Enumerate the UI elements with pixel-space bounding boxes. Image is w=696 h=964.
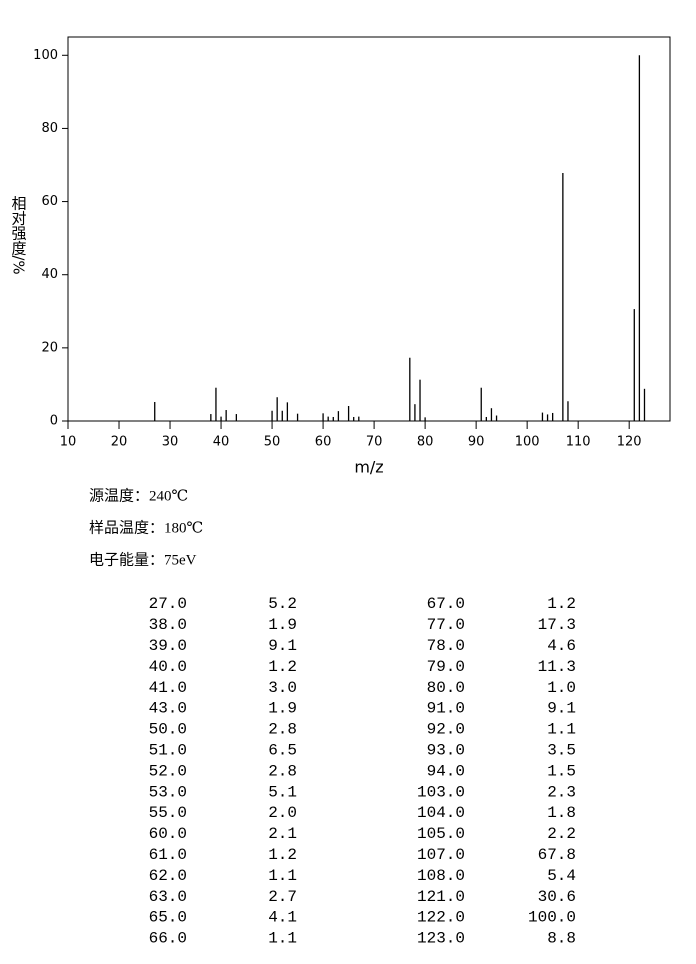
x-tick-label: 20: [111, 435, 128, 450]
table-cell: 1.1: [268, 867, 297, 885]
table-cell: 6.5: [268, 742, 297, 760]
table-cell: 78.0: [427, 637, 465, 655]
y-axis-label: 相对强度/%: [10, 195, 28, 274]
table-cell: 62.0: [149, 867, 187, 885]
table-cell: 2.7: [268, 888, 297, 906]
table-cell: 1.2: [268, 658, 297, 676]
table-cell: 4.1: [268, 909, 297, 927]
x-tick-label: 100: [515, 435, 540, 450]
table-cell: 40.0: [149, 658, 187, 676]
table-cell: 122.0: [417, 909, 465, 927]
table-cell: 5.1: [268, 783, 297, 801]
table-cell: 51.0: [149, 742, 187, 760]
y-tick-label: 60: [41, 194, 58, 209]
y-tick-label: 20: [41, 340, 58, 355]
table-cell: 1.1: [268, 930, 297, 948]
x-tick-label: 110: [566, 435, 591, 450]
x-tick-label: 70: [366, 435, 383, 450]
table-cell: 11.3: [538, 658, 576, 676]
table-cell: 1.8: [547, 804, 576, 822]
info-line: 电子能量：75eV: [89, 551, 197, 568]
table-cell: 2.8: [268, 721, 297, 739]
table-cell: 65.0: [149, 909, 187, 927]
info-line: 源温度：240℃: [89, 487, 188, 504]
table-cell: 38.0: [149, 616, 187, 634]
table-cell: 1.2: [547, 595, 576, 613]
table-cell: 60.0: [149, 825, 187, 843]
table-cell: 5.4: [547, 867, 576, 885]
x-axis-label: m/z: [354, 458, 383, 477]
table-cell: 2.0: [268, 804, 297, 822]
table-cell: 94.0: [427, 762, 465, 780]
table-cell: 103.0: [417, 783, 465, 801]
table-cell: 66.0: [149, 930, 187, 948]
table-cell: 93.0: [427, 742, 465, 760]
x-tick-label: 30: [162, 435, 179, 450]
table-cell: 100.0: [528, 909, 576, 927]
table-cell: 9.1: [547, 700, 576, 718]
table-cell: 41.0: [149, 679, 187, 697]
table-cell: 52.0: [149, 762, 187, 780]
table-cell: 91.0: [427, 700, 465, 718]
table-cell: 9.1: [268, 637, 297, 655]
table-cell: 17.3: [538, 616, 576, 634]
table-cell: 39.0: [149, 637, 187, 655]
x-tick-label: 120: [617, 435, 642, 450]
table-cell: 105.0: [417, 825, 465, 843]
table-cell: 80.0: [427, 679, 465, 697]
table-cell: 104.0: [417, 804, 465, 822]
table-cell: 8.8: [547, 930, 576, 948]
plot-frame: [67, 36, 671, 422]
x-tick-label: 60: [315, 435, 332, 450]
table-cell: 1.1: [547, 721, 576, 739]
table-cell: 50.0: [149, 721, 187, 739]
x-tick-label: 50: [264, 435, 281, 450]
table-cell: 1.2: [268, 846, 297, 864]
table-cell: 3.5: [547, 742, 576, 760]
table-cell: 67.8: [538, 846, 576, 864]
table-cell: 123.0: [417, 930, 465, 948]
table-cell: 92.0: [427, 721, 465, 739]
x-tick-label: 80: [417, 435, 434, 450]
x-tick-label: 90: [468, 435, 485, 450]
table-cell: 61.0: [149, 846, 187, 864]
table-cell: 107.0: [417, 846, 465, 864]
table-cell: 63.0: [149, 888, 187, 906]
table-cell: 1.5: [547, 762, 576, 780]
table-cell: 67.0: [427, 595, 465, 613]
x-tick-label: 40: [213, 435, 230, 450]
table-cell: 2.2: [547, 825, 576, 843]
y-tick-label: 80: [41, 121, 58, 136]
y-tick-label: 100: [33, 48, 58, 63]
table-cell: 27.0: [149, 595, 187, 613]
x-tick-label: 10: [60, 435, 77, 450]
table-cell: 1.9: [268, 700, 297, 718]
table-cell: 5.2: [268, 595, 297, 613]
table-cell: 55.0: [149, 804, 187, 822]
info-line: 样品温度：180℃: [89, 519, 203, 536]
table-cell: 1.9: [268, 616, 297, 634]
table-cell: 2.1: [268, 825, 297, 843]
table-cell: 1.0: [547, 679, 576, 697]
table-cell: 43.0: [149, 700, 187, 718]
table-cell: 77.0: [427, 616, 465, 634]
table-cell: 108.0: [417, 867, 465, 885]
table-cell: 30.6: [538, 888, 576, 906]
table-cell: 3.0: [268, 679, 297, 697]
y-tick-label: 40: [41, 267, 58, 282]
table-cell: 121.0: [417, 888, 465, 906]
table-cell: 2.8: [268, 762, 297, 780]
table-cell: 4.6: [547, 637, 576, 655]
table-cell: 2.3: [547, 783, 576, 801]
table-cell: 79.0: [427, 658, 465, 676]
table-cell: 53.0: [149, 783, 187, 801]
y-tick-label: 0: [50, 414, 58, 429]
